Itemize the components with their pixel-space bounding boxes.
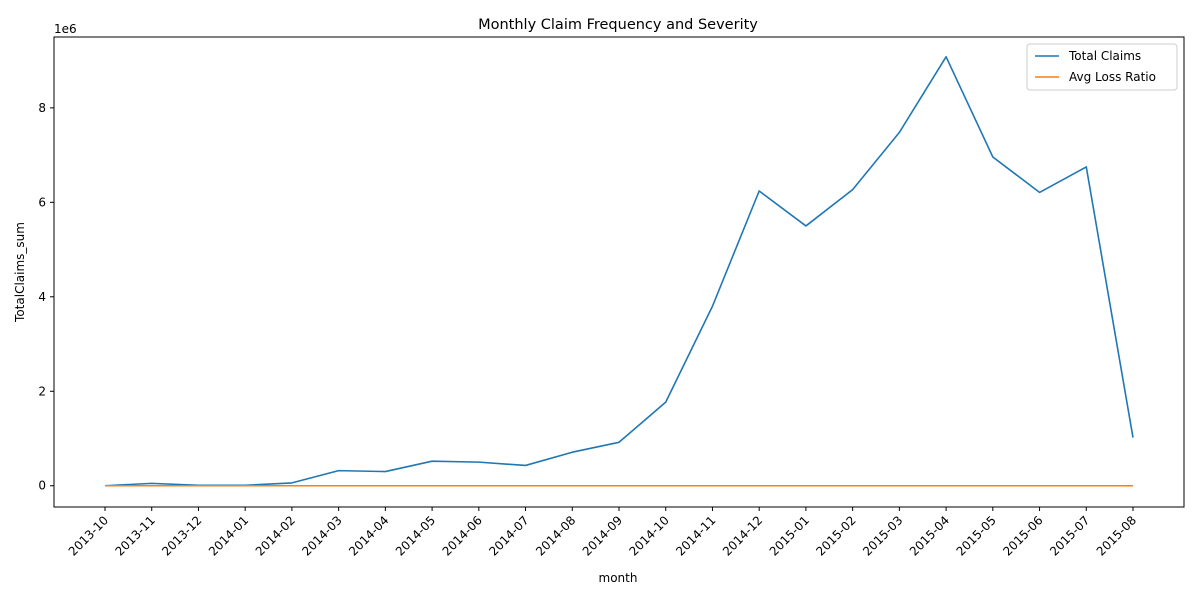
x-tick-label: 2015-02 [813, 513, 858, 558]
y-tick-label: 2 [38, 384, 46, 398]
x-tick-label: 2015-01 [767, 513, 812, 558]
legend-box [1026, 43, 1178, 91]
x-axis-label: month [599, 571, 638, 585]
y-tick-label: 0 [38, 479, 46, 493]
y-axis-label: TotalClaims_sum [13, 222, 27, 323]
x-tick-label: 2014-01 [206, 513, 251, 558]
legend-label: Avg Loss Ratio [1069, 70, 1156, 84]
x-tick-label: 2014-05 [393, 513, 438, 558]
x-tick-label: 2015-07 [1047, 513, 1092, 558]
x-tick-label: 2014-03 [299, 513, 344, 558]
x-tick-label: 2014-10 [626, 513, 671, 558]
x-tick-label: 2015-06 [1000, 513, 1045, 558]
x-tick-label: 2015-04 [907, 513, 952, 558]
legend-label: Total Claims [1068, 49, 1141, 63]
x-tick-label: 2013-12 [159, 513, 204, 558]
axis-layer: 2013-10 2013-11 2013-12 2014-01 2014-02 2014-… [38, 101, 1139, 559]
x-tick-label: 2014-06 [440, 513, 485, 558]
y-tick-label: 4 [38, 290, 46, 304]
plot-area [53, 36, 1185, 508]
y-tick-label: 8 [38, 101, 46, 115]
x-tick-label: 2014-07 [486, 513, 531, 558]
x-tick-label: 2013-11 [112, 513, 157, 558]
x-tick-label: 2015-08 [1094, 513, 1139, 558]
series-line-total-claims [104, 56, 1134, 487]
x-tick-label: 2014-02 [253, 513, 298, 558]
x-tick-label: 2014-11 [673, 513, 718, 558]
x-tick-label: 2014-12 [720, 513, 765, 558]
y-offset-label: 1e6 [54, 22, 77, 36]
x-tick-label: 2014-08 [533, 513, 578, 558]
x-tick-label: 2015-05 [954, 513, 999, 558]
x-tick-label: 2015-03 [860, 513, 905, 558]
x-tick-label: 2014-09 [580, 513, 625, 558]
x-tick-label: 2013-10 [66, 513, 111, 558]
x-tick-label: 2014-04 [346, 513, 391, 558]
chart-title: Monthly Claim Frequency and Severity [478, 17, 758, 33]
y-tick-label: 6 [38, 195, 46, 209]
series-layer [104, 56, 1134, 487]
legend: Total Claims Avg Loss Ratio [1026, 43, 1178, 91]
